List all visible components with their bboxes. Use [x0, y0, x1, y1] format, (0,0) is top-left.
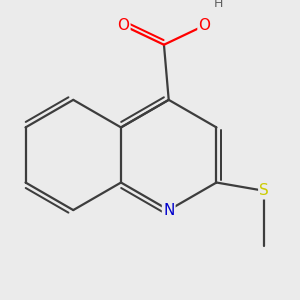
Text: O: O: [117, 18, 129, 33]
Text: O: O: [199, 18, 211, 33]
Text: S: S: [259, 183, 269, 198]
Text: N: N: [163, 202, 174, 217]
Text: H: H: [214, 0, 224, 10]
